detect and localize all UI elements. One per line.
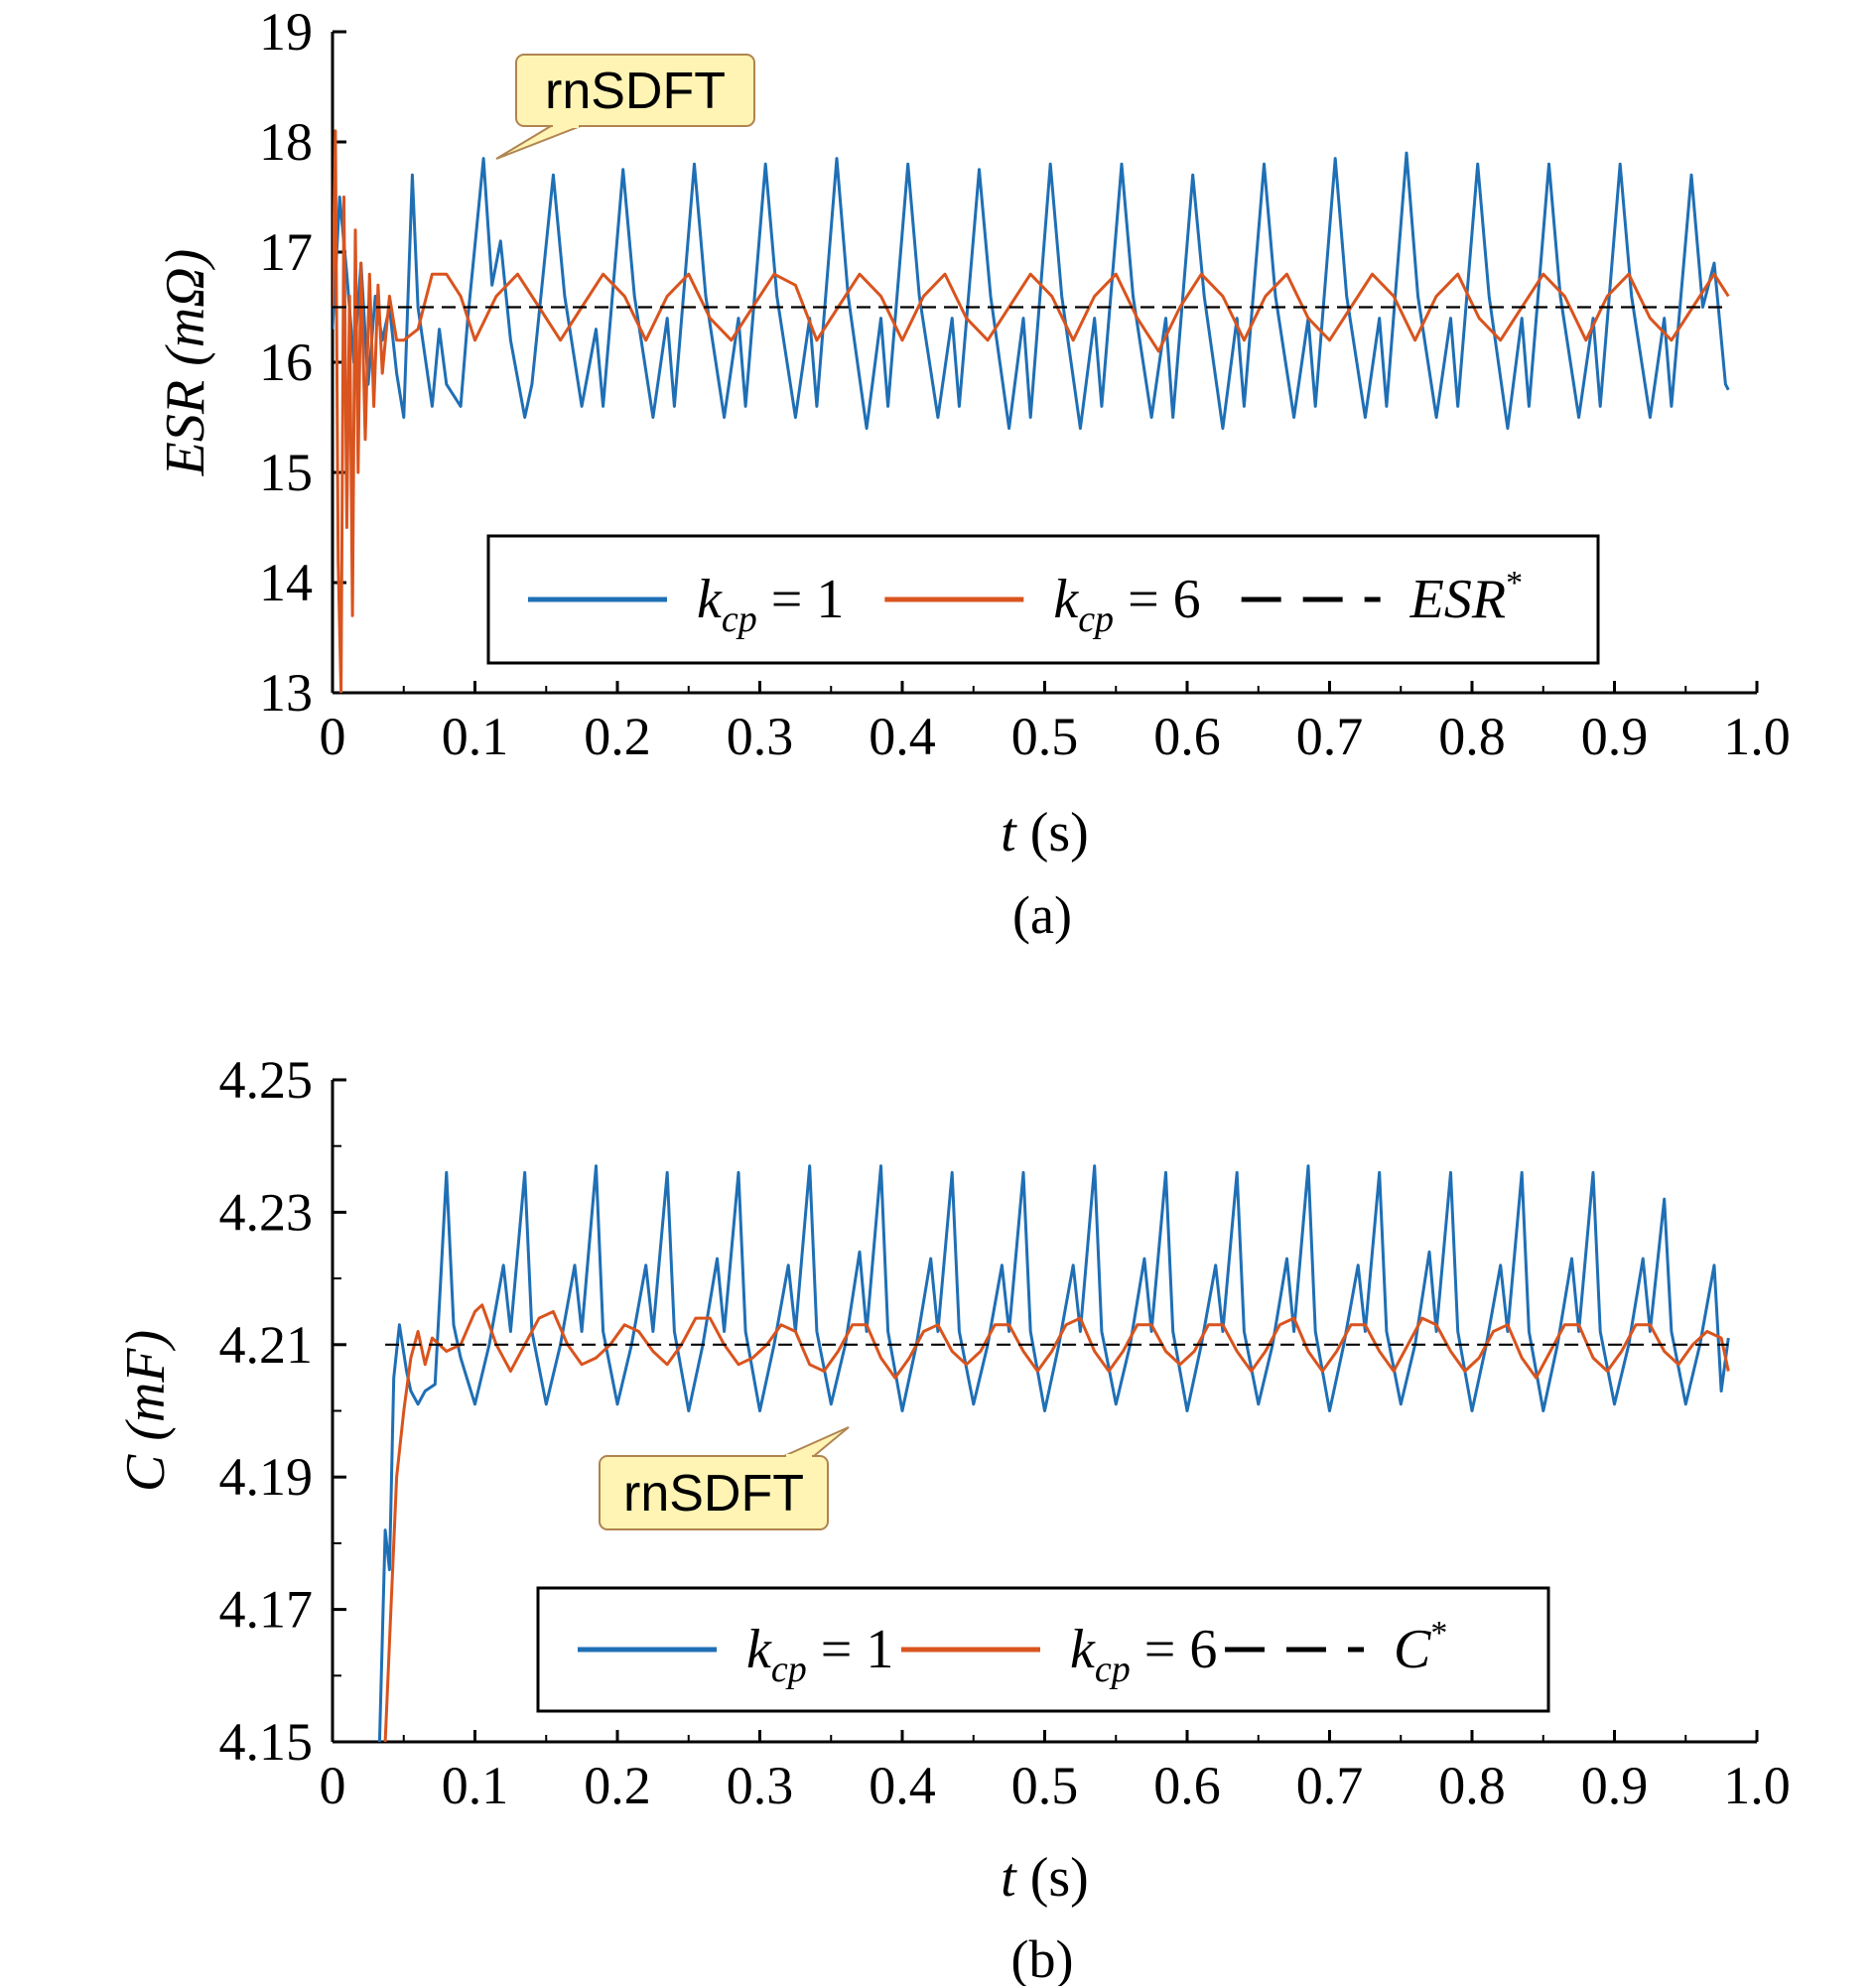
callout-label: rnSDFT	[545, 63, 726, 120]
x-tick-label: 0.5	[1011, 707, 1079, 766]
x-tick-label: 0.1	[442, 1756, 509, 1815]
y-axis-title: C (mF)	[115, 1330, 177, 1492]
callout-pointer	[495, 125, 582, 160]
series-group	[377, 1164, 1730, 1742]
legend: kcp = 1 kcp = 6 C*	[536, 1586, 1550, 1713]
y-tick-label: 14	[259, 553, 313, 612]
y-tick-label: 17	[259, 222, 313, 282]
series-group	[333, 129, 1730, 693]
legend-label: kcp = 1	[746, 1619, 893, 1690]
x-tick-label: 0.7	[1296, 707, 1364, 766]
series-line-2	[333, 129, 1730, 693]
legend: kcp = 1 kcp = 6 ESR*	[486, 534, 1600, 665]
callout-pointer	[783, 1426, 850, 1457]
callout: rnSDFT	[495, 54, 755, 160]
y-tick-label: 13	[259, 663, 313, 723]
y-tick-label: 15	[259, 443, 313, 502]
x-tick-label: 0.9	[1581, 1756, 1649, 1815]
legend-label: ESR*	[1409, 565, 1523, 630]
x-tick-label: 0.1	[442, 707, 509, 766]
panel-caption: (a)	[1012, 885, 1072, 945]
y-tick-label: 4.17	[219, 1580, 314, 1640]
y-axis-title: ESR (mΩ)	[155, 249, 216, 477]
x-tick-label: 0.6	[1153, 707, 1221, 766]
x-tick-label: 1.0	[1723, 707, 1791, 766]
callout-box	[515, 54, 755, 127]
panel-caption: (b)	[1011, 1929, 1074, 1986]
x-tick-label: 0.3	[727, 1756, 794, 1815]
legend-box	[486, 534, 1600, 665]
series-line-1	[333, 151, 1730, 431]
x-axis-title: t (s)	[1001, 1847, 1089, 1909]
callout-label: rnSDFT	[623, 1465, 804, 1523]
x-tick-label: 0	[320, 707, 346, 766]
x-tick-label: 0.8	[1438, 707, 1506, 766]
legend-label: kcp = 6	[1053, 569, 1200, 640]
y-tick-label: 16	[259, 332, 313, 392]
x-tick-label: 0.8	[1438, 1756, 1506, 1815]
legend-label: C*	[1394, 1615, 1447, 1680]
y-tick-label: 4.23	[219, 1182, 314, 1242]
y-tick-label: 4.25	[219, 1050, 314, 1110]
legend-label: kcp = 1	[697, 569, 844, 640]
legend-label: kcp = 6	[1070, 1619, 1217, 1690]
x-tick-label: 0.2	[584, 707, 651, 766]
x-tick-label: 0.2	[584, 1756, 651, 1815]
y-tick-label: 4.19	[219, 1447, 314, 1507]
series-line-2	[383, 1303, 1730, 1742]
x-tick-label: 0.7	[1296, 1756, 1364, 1815]
x-tick-label: 0.5	[1011, 1756, 1079, 1815]
y-tick-label: 18	[259, 112, 313, 172]
x-axis-title: t (s)	[1001, 802, 1089, 863]
x-tick-label: 0.9	[1581, 707, 1649, 766]
y-tick-label: 19	[259, 2, 313, 62]
callout: rnSDFT	[599, 1426, 850, 1530]
x-tick-label: 0	[320, 1756, 346, 1815]
y-tick-label: 4.15	[219, 1712, 314, 1772]
panel-b-chart: 0 0.1 0.2 0.3 0.4 0.5 0.6 0.7 0.8 0.9 1.0 4.15 4.17 4…	[115, 1050, 1791, 1986]
x-tick-label: 0.4	[869, 1756, 936, 1815]
panel-a-chart: 0 0.1 0.2 0.3 0.4 0.5 0.6 0.7 0.8 0.9 1.0 13 14 15 16 1…	[155, 2, 1791, 945]
callout-box	[599, 1455, 829, 1530]
y-tick-label: 4.21	[219, 1315, 314, 1375]
x-tick-label: 1.0	[1723, 1756, 1791, 1815]
x-tick-label: 0.3	[727, 707, 794, 766]
x-tick-label: 0.6	[1153, 1756, 1221, 1815]
x-tick-label: 0.4	[869, 707, 936, 766]
series-line-1	[377, 1164, 1730, 1742]
